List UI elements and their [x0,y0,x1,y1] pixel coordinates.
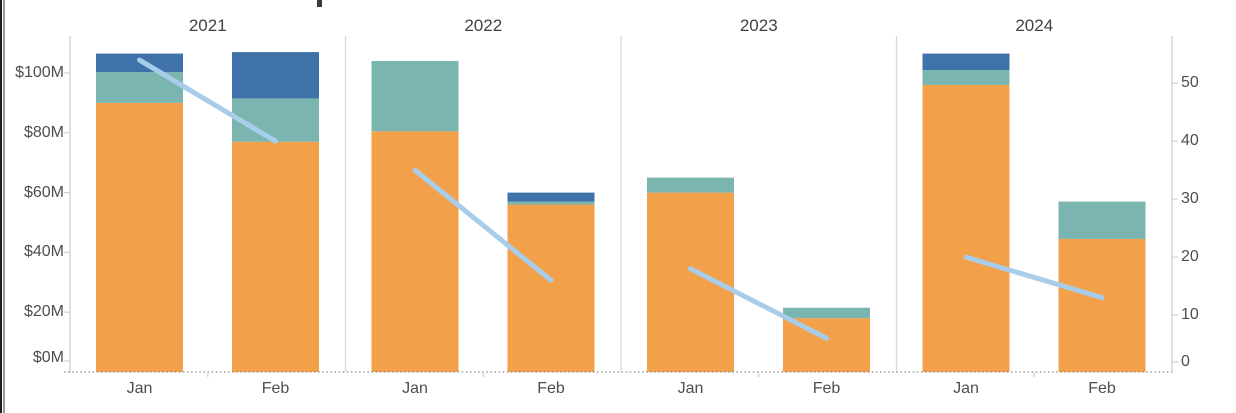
right-axis-label: 0 [1181,353,1190,370]
trend-line-2023[interactable] [688,266,829,341]
left-axis-label: $80M [23,123,64,141]
bar-segment-teal-2023-Jan[interactable] [647,177,734,193]
month-label-2021-Feb: Feb [261,380,290,397]
panel-year-header-2023: 2023 [739,16,778,35]
panel-year-header-2022: 2022 [464,16,503,35]
trend-line-2024[interactable] [963,254,1105,301]
bar-segment-orange-2021-Jan[interactable] [96,102,183,373]
left-axis-label: $100M [15,64,64,81]
bar-segment-teal-2024-Feb[interactable] [1058,201,1146,239]
month-label-2023-Jan: Jan [677,380,704,397]
bar-segment-teal-2021-Feb[interactable] [232,98,319,142]
month-label-2024-Jan: Jan [953,380,979,397]
bar-segment-teal-2023-Feb[interactable] [783,307,870,319]
trend-line-2021[interactable] [137,57,278,144]
bar-segment-teal-2022-Jan[interactable] [371,61,459,132]
bar-segment-orange-2022-Jan[interactable] [371,131,459,372]
panel-year-header-2024: 2024 [1015,16,1054,35]
cut-off-title-fragment [317,0,322,7]
month-label-2024-Feb: Feb [1088,380,1116,397]
month-label-2022-Feb: Feb [537,380,565,397]
month-label-2023-Feb: Feb [812,380,841,397]
right-axis-label: 20 [1181,248,1199,266]
window-left-border [0,0,2,413]
bar-segment-teal-2022-Feb[interactable] [507,201,595,205]
month-label-2022-Jan: Jan [402,380,428,397]
bar-segment-orange-2023-Feb[interactable] [783,318,870,372]
left-axis-label: $20M [23,303,64,321]
left-axis-label: $0M [32,349,64,366]
left-axis-label: $40M [23,243,64,261]
bar-segment-orange-2024-Jan[interactable] [922,84,1010,373]
right-axis-label: 40 [1181,132,1199,150]
bar-segment-blue-2021-Feb[interactable] [232,52,319,99]
panel-year-header-2021: 2021 [188,16,227,35]
bar-segment-orange-2022-Feb[interactable] [507,204,595,372]
right-axis-label: 10 [1181,306,1199,324]
bar-segment-blue-2022-Feb[interactable] [507,192,595,202]
bar-segment-orange-2021-Feb[interactable] [232,141,319,372]
trend-line-2022[interactable] [412,167,554,283]
bar-segment-teal-2024-Jan[interactable] [922,70,1010,85]
month-label-2021-Jan: Jan [126,380,153,397]
right-axis-label: 30 [1181,190,1199,208]
left-axis-label: $60M [23,183,64,201]
right-axis-label: 50 [1181,74,1199,92]
bar-segment-blue-2024-Jan[interactable] [922,53,1010,71]
bar-segment-orange-2024-Feb[interactable] [1058,238,1146,372]
window-left-border-inner [3,0,5,413]
